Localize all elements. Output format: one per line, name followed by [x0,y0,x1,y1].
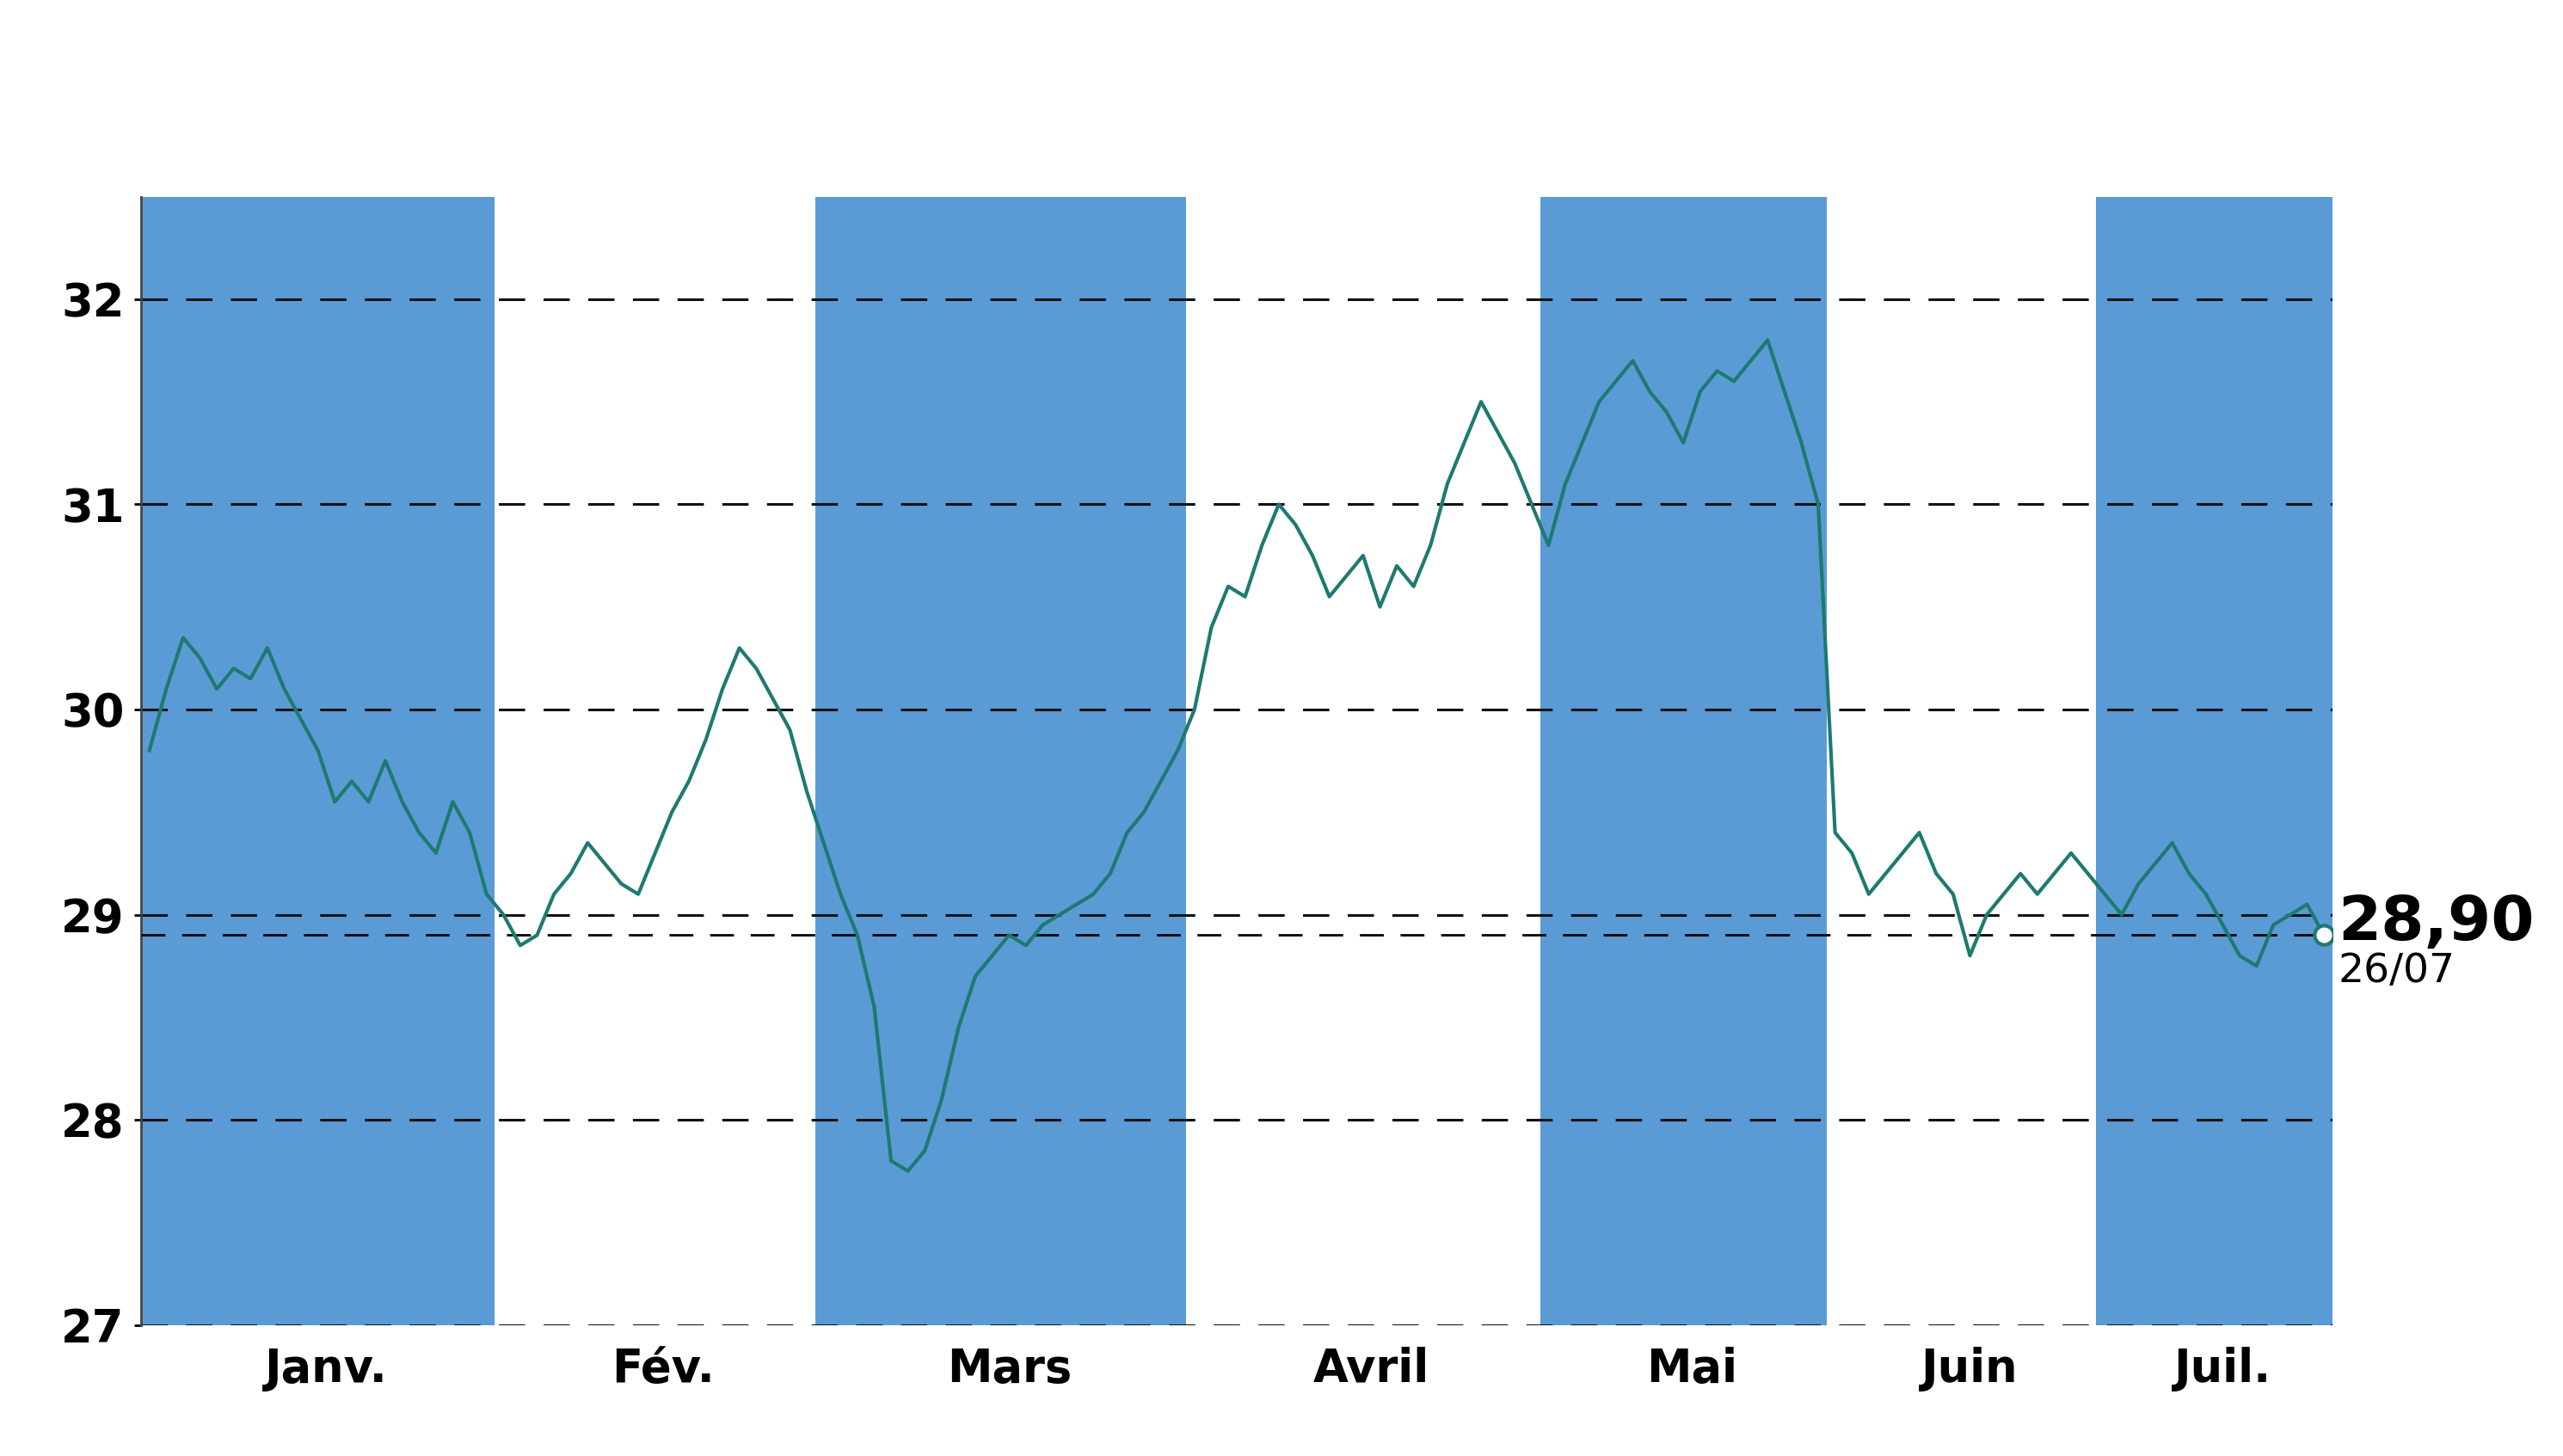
Bar [1540,197,1827,1325]
Text: 28,90: 28,90 [2337,894,2535,952]
Text: 26/07: 26/07 [2337,952,2455,990]
Bar [141,197,495,1325]
Text: VEOLIA ENVIRON.: VEOLIA ENVIRON. [628,19,1935,149]
Bar [815,197,1187,1325]
Bar [2097,197,2332,1325]
